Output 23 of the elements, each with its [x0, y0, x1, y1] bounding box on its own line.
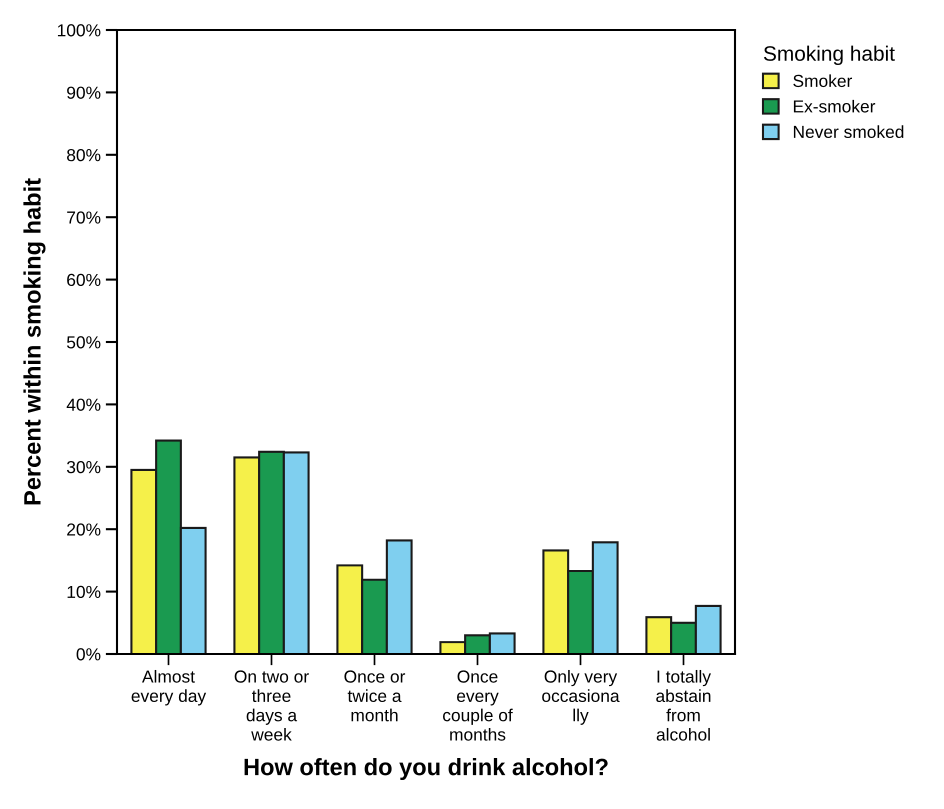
y-tick-label: 80% [67, 148, 100, 162]
x-tick-label: Once or twice a month [344, 670, 406, 722]
y-tick-label: 70% [67, 211, 100, 224]
y-tick-label: 20% [67, 523, 100, 536]
y-tick-label: 90% [67, 86, 100, 99]
x-tick-label: I totally abstain from alcohol [656, 670, 711, 741]
y-tick-label: 10% [68, 586, 100, 598]
x-tick-label: Once every couple of months [443, 670, 513, 741]
legend-label: Ex-smoker [794, 100, 876, 113]
x-tick-label: Only very occasiona lly [542, 670, 620, 725]
y-tick-label: 40% [66, 398, 100, 411]
y-tick-label: 100% [58, 24, 100, 36]
legend-label: Smoker [793, 74, 852, 88]
y-tick-label: 50% [66, 336, 100, 348]
x-axis-title: How often do you drink alcohol? [244, 758, 608, 780]
legend-title: Smoking habit [764, 46, 895, 66]
x-tick-label: On two or three days a week [234, 670, 309, 741]
x-tick-label: Almost every day [132, 670, 206, 706]
y-axis-title: Percent within smoking habit [23, 178, 46, 504]
y-tick-label: 60% [67, 274, 100, 286]
legend-label: Never smoked [794, 125, 904, 138]
y-tick-label: 0% [76, 648, 100, 660]
y-tick-label: 30% [66, 460, 100, 474]
